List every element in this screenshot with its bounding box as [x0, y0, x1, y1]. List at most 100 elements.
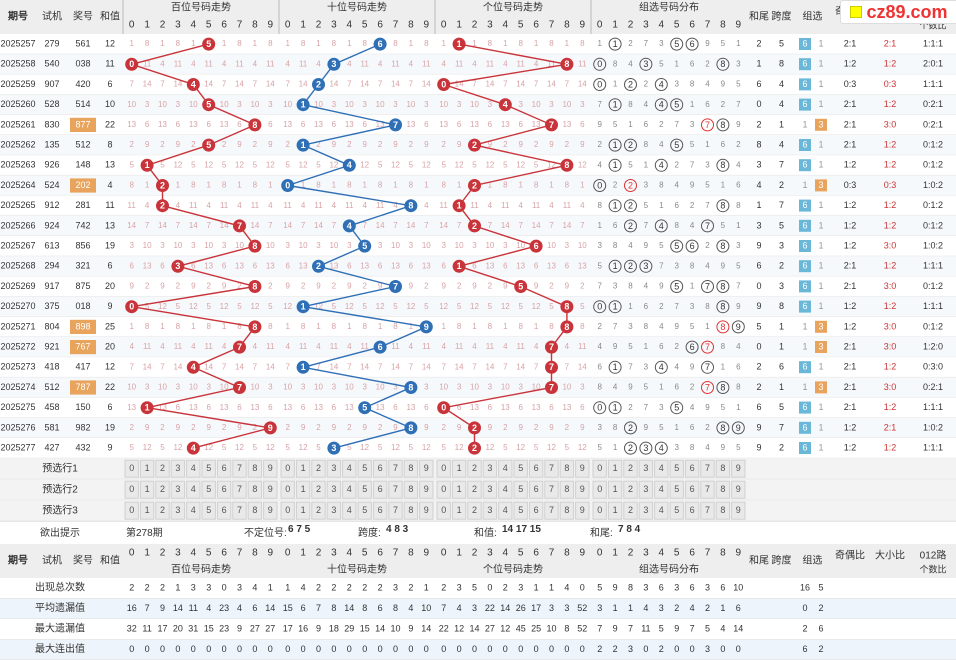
miss-count: 1	[409, 322, 414, 331]
ball-digit: 2	[316, 261, 321, 271]
miss-count: 5	[191, 160, 196, 169]
preselect-digit: 1	[145, 484, 150, 494]
miss-count: 1	[301, 181, 306, 190]
preselect-cell	[513, 501, 528, 520]
test-cell: 427	[44, 442, 59, 452]
big-small-cell: 3:0	[884, 321, 897, 331]
miss-count: 9	[534, 282, 539, 291]
preselect-cell	[436, 480, 451, 499]
ball-hs	[296, 138, 310, 152]
miss-count: 10	[345, 100, 354, 109]
preselect-digit: 0	[285, 505, 290, 515]
group-miss: 2	[690, 201, 695, 210]
preselect-cell	[700, 501, 715, 520]
preselect-cell	[295, 459, 311, 478]
issue-cell: 2025269	[0, 281, 35, 291]
miss-count: 4	[441, 59, 446, 68]
miss-count: 14	[376, 221, 385, 230]
miss-count: 1	[129, 322, 134, 331]
group-miss: 8	[690, 80, 695, 89]
miss-count: 7	[472, 80, 477, 89]
ball-hb	[156, 199, 169, 213]
ball-hs	[327, 57, 341, 71]
miss-count: 2	[285, 140, 290, 149]
preselect-cell	[451, 501, 467, 520]
stats-value: 1	[613, 603, 618, 613]
miss-count: 11	[174, 342, 183, 351]
footer-digit-header: 9	[580, 548, 586, 559]
group-miss: 6	[705, 100, 710, 109]
group-ball	[608, 300, 622, 314]
issue-cell: 2025258	[0, 59, 35, 69]
group-ball	[624, 78, 637, 91]
span-cell: 4	[779, 139, 784, 149]
issue-cell: 2025273	[0, 362, 35, 372]
miss-count: 13	[501, 120, 510, 129]
odd-even-cell: 2:1	[844, 382, 857, 392]
stats-value: 11	[189, 603, 198, 613]
miss-count: 5	[424, 302, 429, 311]
group-digit: 5	[674, 403, 679, 413]
miss-count: 14	[406, 221, 415, 230]
miss-count: 10	[532, 383, 541, 392]
footer-extra-header-2: 012路	[920, 549, 947, 562]
group-digit: 8	[720, 59, 725, 69]
miss-count: 4	[472, 59, 477, 68]
miss-count: 7	[549, 221, 554, 230]
preselect-digit: 8	[252, 463, 257, 473]
span-cell: 8	[779, 59, 784, 69]
group-ball	[624, 138, 637, 152]
miss-count: 10	[250, 383, 259, 392]
ball-digit: 2	[160, 201, 165, 211]
sum-tail-cell: 2	[756, 382, 761, 392]
sum-tail-cell: 6	[756, 261, 761, 271]
site-logo[interactable]: cz89.com	[840, 0, 956, 24]
miss-count: 7	[316, 362, 321, 371]
group-cell: 3	[818, 119, 823, 129]
group-digit: 1	[613, 261, 618, 271]
preselect-digit: 1	[457, 463, 462, 473]
row-bg	[0, 357, 956, 378]
preselect-digit: 4	[503, 463, 508, 473]
miss-count: 8	[488, 322, 493, 331]
ball-digit: 5	[362, 241, 367, 251]
miss-count: 9	[176, 140, 181, 149]
preselect-digit: 7	[393, 505, 398, 515]
miss-count: 14	[360, 80, 369, 89]
miss-count: 2	[129, 423, 134, 432]
miss-count: 1	[488, 181, 493, 190]
ball-hb	[125, 300, 139, 314]
miss-count: 12	[173, 160, 182, 169]
miss-count: 14	[532, 221, 541, 230]
group-miss: 9	[690, 362, 695, 371]
miss-count: 3	[191, 241, 196, 250]
miss-count: 4	[206, 201, 211, 210]
miss-count: 12	[470, 302, 479, 311]
group-ball	[608, 158, 622, 172]
miss-count: 5	[488, 302, 493, 311]
miss-count: 1	[534, 39, 539, 48]
footer-digit-header: 9	[268, 548, 274, 559]
ball-digit: 2	[472, 443, 477, 453]
preselect-cell	[342, 459, 357, 478]
group-digit: 1	[613, 302, 618, 312]
miss-count: 3	[206, 383, 211, 392]
miss-count: 3	[488, 383, 493, 392]
miss-count: 6	[424, 403, 429, 412]
preselect-digit: 8	[720, 484, 725, 494]
preselect-digit: 9	[268, 505, 273, 515]
miss-count: 4	[378, 59, 383, 68]
miss-count: 9	[503, 282, 508, 291]
miss-count: 4	[129, 342, 134, 351]
preselect-digit: 9	[736, 463, 741, 473]
miss-count: 13	[314, 120, 323, 129]
group-digit: 8	[720, 302, 725, 312]
miss-count: 3	[441, 241, 446, 250]
miss-count: 11	[455, 59, 464, 68]
preselect-cell	[139, 480, 155, 499]
group-miss: 2	[613, 181, 618, 190]
prize-cell: 150	[75, 402, 90, 412]
group-miss: 3	[644, 362, 649, 371]
preselect-digit: 4	[659, 484, 664, 494]
preselect-cell	[124, 459, 139, 478]
